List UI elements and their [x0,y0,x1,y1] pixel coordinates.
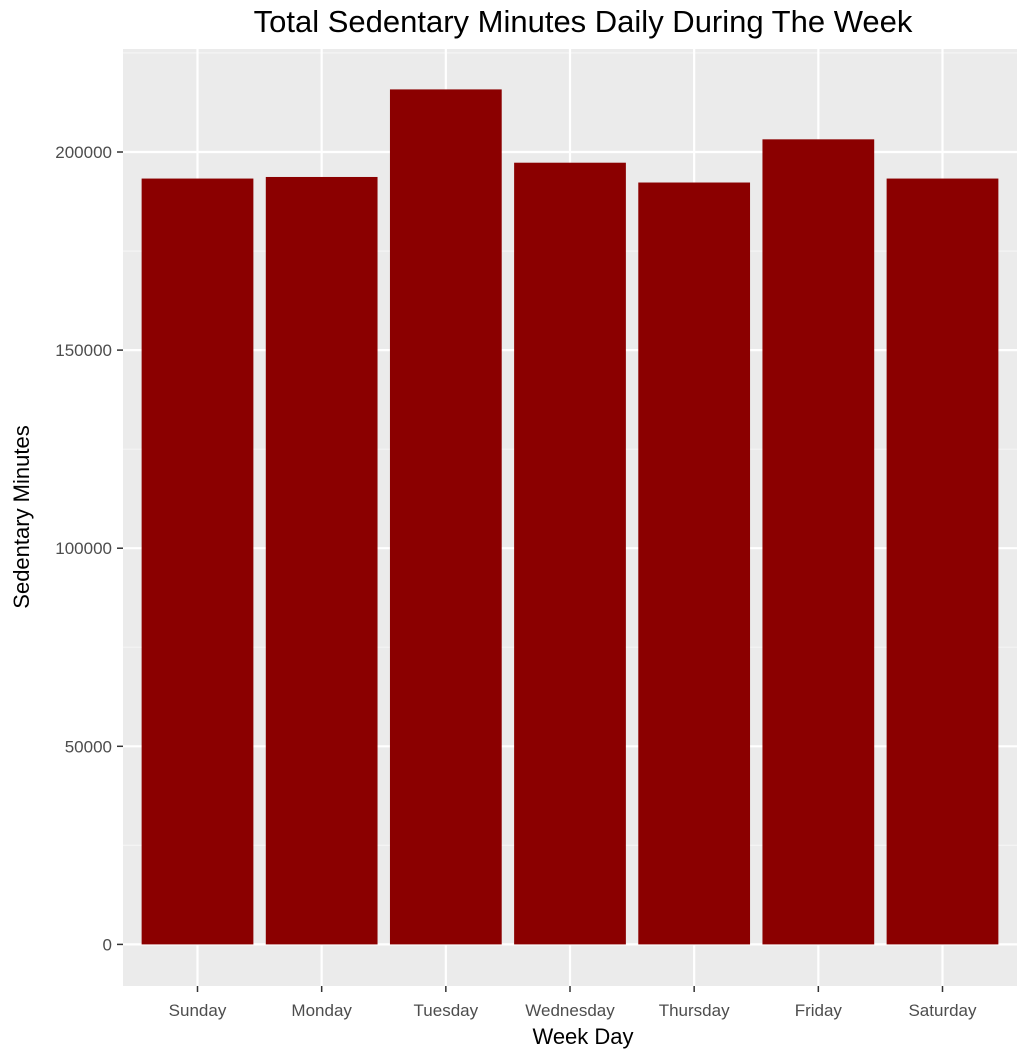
bars [141,89,999,945]
y-tick-label: 150000 [55,341,112,360]
x-tick-label: Sunday [169,1001,227,1020]
y-tick-label: 0 [103,935,112,954]
y-tick-label: 200000 [55,143,112,162]
bar-tuesday [389,89,502,945]
x-tick-label: Wednesday [525,1001,615,1020]
bar-wednesday [514,162,626,945]
x-axis-title: Week Day [532,1024,633,1049]
bar-friday [762,139,875,945]
x-tick-label: Friday [795,1001,843,1020]
bar-sunday [141,178,254,945]
y-axis-title: Sedentary Minutes [9,425,34,608]
x-tick-label: Thursday [659,1001,730,1020]
chart-title: Total Sedentary Minutes Daily During The… [254,4,913,39]
x-tick-label: Tuesday [414,1001,479,1020]
y-axis: 0 50000 100000 150000 200000 [55,143,123,954]
bar-saturday [886,178,999,945]
bar-thursday [638,182,751,945]
x-tick-label: Saturday [908,1001,977,1020]
y-tick-label: 100000 [55,539,112,558]
x-axis: Sunday Monday Tuesday Wednesday Thursday Frid… [169,986,977,1020]
x-tick-label: Monday [291,1001,352,1020]
bar-monday [265,176,378,945]
y-tick-label: 50000 [65,737,112,756]
